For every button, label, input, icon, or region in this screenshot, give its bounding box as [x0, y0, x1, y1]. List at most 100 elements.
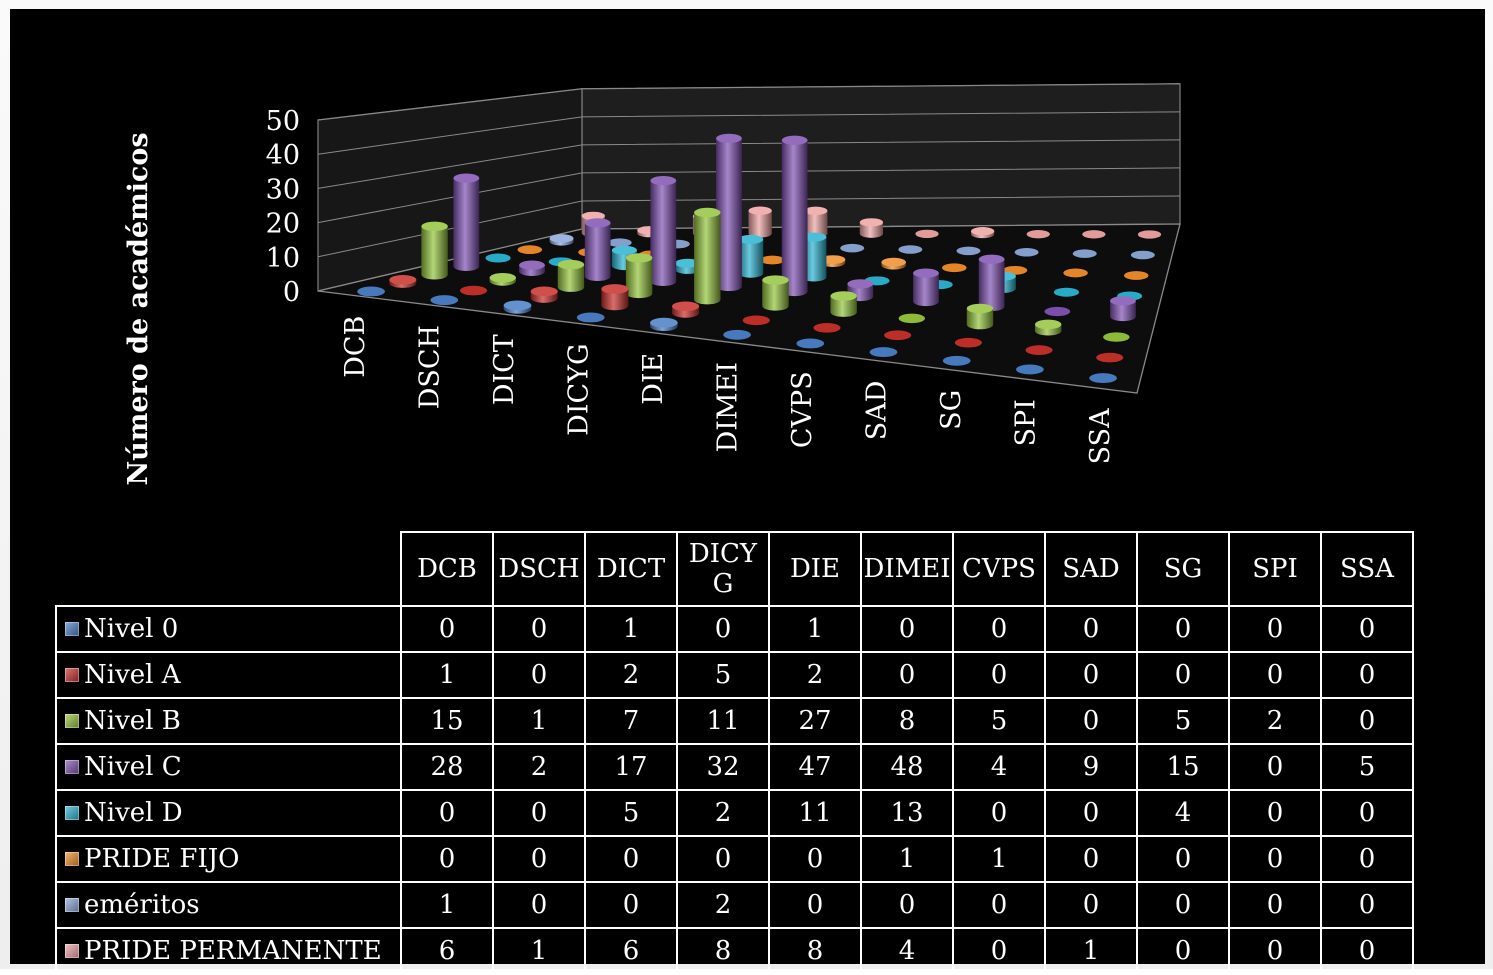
table-cell: 4	[952, 743, 1046, 791]
table-header-row: DCB DSCH DICT DICY G DIE DIMEI CVPS SAD SG SPI SSA	[56, 531, 1414, 607]
table-cell: 48	[860, 743, 954, 791]
bar-cylinder	[915, 229, 939, 239]
table-cell: 0	[492, 835, 586, 883]
cylinder-body	[859, 222, 884, 238]
cylinder-top	[489, 273, 516, 283]
table-cell: 1	[768, 605, 862, 653]
bar-cylinder	[1130, 250, 1155, 260]
table-cell: 4	[860, 927, 954, 975]
table-cell: 4	[1136, 789, 1230, 837]
table-row: Nivel D 0 0 5 2 11 13 0 0 4 0 0	[55, 789, 1414, 837]
cylinder-top	[611, 245, 637, 255]
x-tick-label: DSCH	[415, 325, 446, 409]
legend-label: Nivel A	[84, 660, 181, 690]
bar-cylinder	[576, 312, 605, 323]
bar-cylinder	[1063, 268, 1088, 278]
cylinder-body	[453, 178, 480, 271]
table-cell: 0	[1320, 881, 1414, 929]
cylinder-top	[601, 284, 629, 294]
table-cell: 0	[1136, 835, 1230, 883]
cylinder-top	[485, 253, 511, 263]
legend-swatch-icon	[65, 760, 79, 774]
cylinder-top	[1053, 287, 1080, 297]
cylinder-body	[716, 138, 742, 292]
gridline	[317, 167, 1181, 224]
cylinder-top	[1072, 249, 1097, 258]
table-cell: 0	[400, 605, 494, 653]
table-cell: 0	[400, 789, 494, 837]
chart-marks	[357, 133, 1162, 384]
table-cell: 0	[952, 789, 1046, 837]
bar-cylinder	[913, 268, 939, 307]
legend-entry: PRIDE PERMANENTE	[55, 927, 402, 975]
cylinder-top	[1025, 345, 1053, 355]
cylinder-top	[813, 322, 841, 333]
cylinder-body	[650, 180, 677, 287]
bar-cylinder	[694, 207, 721, 305]
table-cell: 0	[1136, 927, 1230, 975]
x-tick-label: SPI	[1010, 399, 1041, 446]
legend-entry: Nivel C	[55, 743, 402, 791]
bar-cylinder	[804, 206, 828, 238]
cylinder-body	[738, 239, 764, 278]
cylinder-top	[625, 253, 653, 263]
cylinder-body	[978, 259, 1005, 312]
bar-cylinder	[966, 303, 994, 330]
legend-label: PRIDE FIJO	[84, 844, 240, 874]
cylinder-top	[859, 218, 884, 227]
legend-swatch-icon	[65, 714, 79, 728]
table-cell: 0	[584, 881, 678, 929]
bar-cylinder	[742, 315, 770, 326]
cylinder-top	[716, 133, 742, 143]
table-cell: 0	[1044, 651, 1138, 699]
table-cell: 0	[1228, 743, 1322, 791]
table-header-cell: DIE	[768, 531, 862, 607]
y-tick-label: 0	[283, 277, 300, 308]
bar-cylinder	[453, 173, 480, 271]
table-cell: 1	[952, 835, 1046, 883]
legend-label: eméritos	[84, 890, 200, 920]
bar-cylinder	[503, 300, 532, 314]
x-tick-label: DIMEI	[713, 362, 744, 452]
legend-swatch-icon	[65, 622, 79, 636]
bar-cylinder	[971, 227, 995, 239]
bar-cylinder	[1103, 332, 1130, 342]
legend-swatch-icon	[65, 806, 79, 820]
table-cell: 0	[1320, 927, 1414, 975]
x-tick-label: DICT	[489, 334, 520, 405]
bar-cylinder	[460, 285, 488, 296]
bar-cylinder	[884, 330, 912, 341]
table-header-cell: SG	[1136, 531, 1230, 607]
table-cell: 0	[584, 835, 678, 883]
bar-cylinder	[820, 255, 846, 267]
table-header-cell: DICY G	[676, 531, 770, 607]
cylinder-top	[781, 135, 808, 145]
cylinder-top	[581, 211, 605, 221]
cylinder-top	[881, 257, 906, 267]
table-cell: 2	[768, 651, 862, 699]
gridline	[317, 195, 1181, 258]
legend-label: PRIDE PERMANENTE	[84, 936, 382, 966]
table-header-cell: DCB	[400, 531, 494, 607]
cylinder-top	[421, 221, 448, 232]
table-cell: 1	[1044, 927, 1138, 975]
bar-cylinder	[956, 246, 981, 256]
cylinder-top	[738, 234, 764, 244]
table-cell: 17	[584, 743, 678, 791]
table-cell: 0	[860, 651, 954, 699]
table-header-cell: DIMEI	[860, 531, 954, 607]
cylinder-top	[650, 317, 678, 328]
cylinder-top	[607, 238, 632, 247]
cylinder-top	[1026, 230, 1050, 239]
table-cell: 0	[492, 605, 586, 653]
table-cell: 0	[1044, 605, 1138, 653]
table-cell: 0	[1228, 605, 1322, 653]
cylinder-body	[830, 296, 857, 317]
cylinder-body	[1110, 300, 1136, 322]
bar-cylinder	[517, 245, 543, 255]
cylinder-top	[884, 330, 912, 341]
bar-cylinder	[1137, 230, 1162, 239]
bar-cylinder	[716, 133, 742, 292]
legend-label: Nivel 0	[84, 614, 179, 644]
table-cell: 1	[492, 697, 586, 745]
